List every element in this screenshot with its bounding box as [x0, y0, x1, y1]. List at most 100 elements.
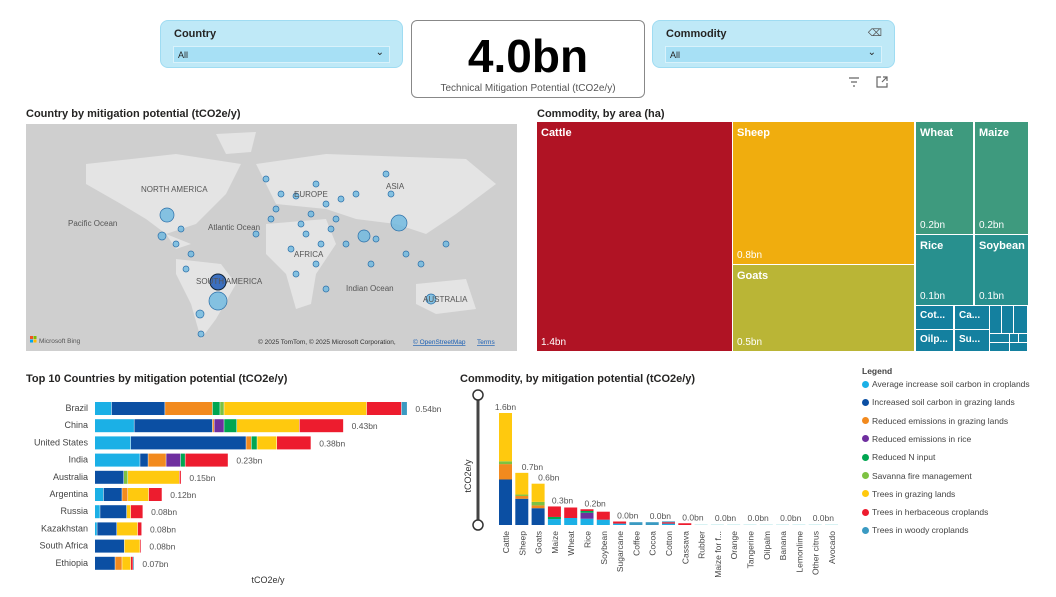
country-bubble[interactable]	[297, 220, 305, 228]
legend-item-emis_graze[interactable]: Reduced emissions in grazing lands	[862, 416, 1008, 426]
country-bubble[interactable]	[208, 291, 228, 311]
bar-segment-trees_herb[interactable]	[179, 470, 181, 484]
treemap-tile-small[interactable]	[1010, 343, 1028, 352]
column-segment-trees_woody[interactable]	[792, 524, 806, 525]
country-bubble[interactable]	[172, 240, 180, 248]
bar-segment-emis_graze[interactable]	[246, 436, 251, 450]
country-bubble[interactable]	[262, 175, 270, 183]
column-segment-trees_graze[interactable]	[499, 413, 512, 462]
column-segment-trees_herb[interactable]	[596, 511, 610, 520]
treemap-tile-small[interactable]	[1010, 334, 1019, 343]
country-bubble[interactable]	[312, 180, 320, 188]
bar-segment-soil_crop[interactable]	[95, 402, 112, 415]
bar-segment-trees_graze[interactable]	[257, 436, 277, 450]
bar-segment-emis_graze[interactable]	[212, 419, 214, 433]
treemap-tile-sheep[interactable]: Sheep 0.8bn	[733, 122, 915, 265]
column-segment-trees_woody[interactable]	[808, 524, 822, 525]
country-bubble[interactable]	[182, 265, 190, 273]
column-segment-soil_crop[interactable]	[613, 523, 627, 525]
legend-item-soil_crop[interactable]: Average increase soil carbon in cropland…	[862, 379, 1030, 389]
bar-segment-trees_graze[interactable]	[124, 539, 140, 553]
country-bubble[interactable]	[272, 205, 280, 213]
treemap-tile-cot[interactable]: Cot...	[916, 306, 954, 330]
legend-item-trees_woody[interactable]: Trees in woody croplands	[862, 525, 969, 535]
osm-link[interactable]: © OpenStreetMap	[413, 338, 466, 346]
column-segment-trees_herb[interactable]	[613, 521, 627, 524]
bar-segment-n_input[interactable]	[251, 436, 257, 450]
legend-item-emis_rice[interactable]: Reduced emissions in rice	[862, 434, 971, 444]
column-segment-trees_woody[interactable]	[662, 521, 675, 523]
bar-segment-trees_herb[interactable]	[130, 556, 133, 570]
column-segment-soil_crop[interactable]	[547, 519, 561, 525]
column-segment-soil_crop[interactable]	[596, 519, 610, 525]
treemap-tile-cattle[interactable]: Cattle 1.4bn	[537, 122, 733, 352]
column-segment-emis_graze[interactable]	[499, 464, 512, 480]
treemap-tile-wheat[interactable]: Wheat 0.2bn	[916, 122, 974, 235]
country-bubble[interactable]	[267, 215, 275, 223]
country-bubble[interactable]	[322, 200, 330, 208]
bar-segment-soil_graze[interactable]	[95, 539, 125, 553]
country-bubble[interactable]	[159, 207, 175, 223]
bar-segment-emis_rice[interactable]	[214, 419, 224, 433]
country-bubble[interactable]	[337, 195, 345, 203]
treemap-tile-rice[interactable]: Rice 0.1bn	[916, 235, 974, 306]
bar-segment-soil_graze[interactable]	[100, 505, 127, 519]
column-segment-n_input[interactable]	[547, 516, 561, 520]
bar-segment-trees_herb[interactable]	[137, 522, 142, 536]
column-segment-emis_graze[interactable]	[515, 495, 529, 499]
country-bubble[interactable]	[197, 330, 205, 338]
column-segment-soil_graze[interactable]	[499, 479, 512, 526]
bar-segment-soil_graze[interactable]	[97, 522, 117, 536]
column-segment-trees_herb[interactable]	[564, 507, 578, 519]
country-bubble[interactable]	[252, 230, 260, 238]
column-segment-savanna[interactable]	[499, 461, 512, 465]
column-segment-trees_herb[interactable]	[678, 523, 692, 525]
bar-segment-savanna[interactable]	[123, 470, 128, 484]
bar-segment-trees_herb[interactable]	[148, 488, 162, 501]
column-segment-soil_crop[interactable]	[580, 518, 594, 525]
treemap-tile-small[interactable]	[990, 343, 1010, 352]
column-segment-trees_woody[interactable]	[759, 524, 773, 525]
column-segment-trees_woody[interactable]	[743, 524, 757, 525]
column-segment-savanna[interactable]	[515, 494, 529, 496]
country-bubble[interactable]	[292, 192, 300, 200]
treemap-tile-small[interactable]	[1019, 334, 1028, 343]
bar-segment-trees_herb[interactable]	[140, 539, 141, 553]
country-bubble[interactable]	[372, 235, 380, 243]
column-segment-trees_woody[interactable]	[710, 524, 724, 525]
eraser-icon[interactable]: ⌫	[867, 28, 882, 39]
country-bar-chart[interactable]: Brazil 0.54bn China 0.43bn United States 0.38…	[0, 395, 460, 595]
treemap-tile-small[interactable]	[1014, 306, 1028, 334]
bar-segment-trees_herb[interactable]	[366, 402, 402, 415]
bar-segment-trees_graze[interactable]	[122, 556, 131, 570]
bar-segment-n_input[interactable]	[224, 419, 237, 433]
treemap-tile-su[interactable]: Su...	[955, 330, 990, 352]
country-bubble[interactable]	[387, 190, 395, 198]
bar-segment-soil_graze[interactable]	[140, 453, 148, 467]
country-bubble[interactable]	[382, 170, 390, 178]
bar-segment-trees_graze[interactable]	[224, 402, 367, 415]
treemap-tile-soybean[interactable]: Soybean 0.1bn	[975, 235, 1029, 306]
country-dropdown[interactable]: All ⌄	[173, 46, 390, 63]
column-segment-trees_woody[interactable]	[825, 524, 838, 525]
country-bubble[interactable]	[402, 250, 410, 258]
bar-segment-emis_rice[interactable]	[166, 453, 181, 467]
column-segment-soil_crop[interactable]	[662, 523, 675, 525]
bar-segment-soil_crop[interactable]	[95, 522, 97, 536]
country-bubble[interactable]	[367, 260, 375, 268]
treemap-tile-goats[interactable]: Goats 0.5bn	[733, 265, 915, 352]
range-slider-handle-top[interactable]	[472, 389, 484, 401]
bar-segment-trees_graze[interactable]	[128, 470, 180, 484]
legend-item-soil_graze[interactable]: Increased soil carbon in grazing lands	[862, 397, 1015, 407]
country-bubble[interactable]	[177, 225, 185, 233]
column-segment-trees_woody[interactable]	[645, 522, 659, 525]
bar-segment-trees_graze[interactable]	[126, 505, 131, 519]
treemap-tile-small[interactable]	[990, 306, 1002, 334]
bar-segment-savanna[interactable]	[220, 402, 224, 415]
bar-segment-trees_herb[interactable]	[277, 436, 311, 450]
column-segment-trees_woody[interactable]	[629, 522, 643, 525]
column-segment-trees_graze[interactable]	[515, 472, 529, 495]
country-bubble[interactable]	[317, 240, 325, 248]
column-segment-trees_herb[interactable]	[662, 522, 675, 524]
bar-segment-emis_graze[interactable]	[148, 453, 166, 467]
